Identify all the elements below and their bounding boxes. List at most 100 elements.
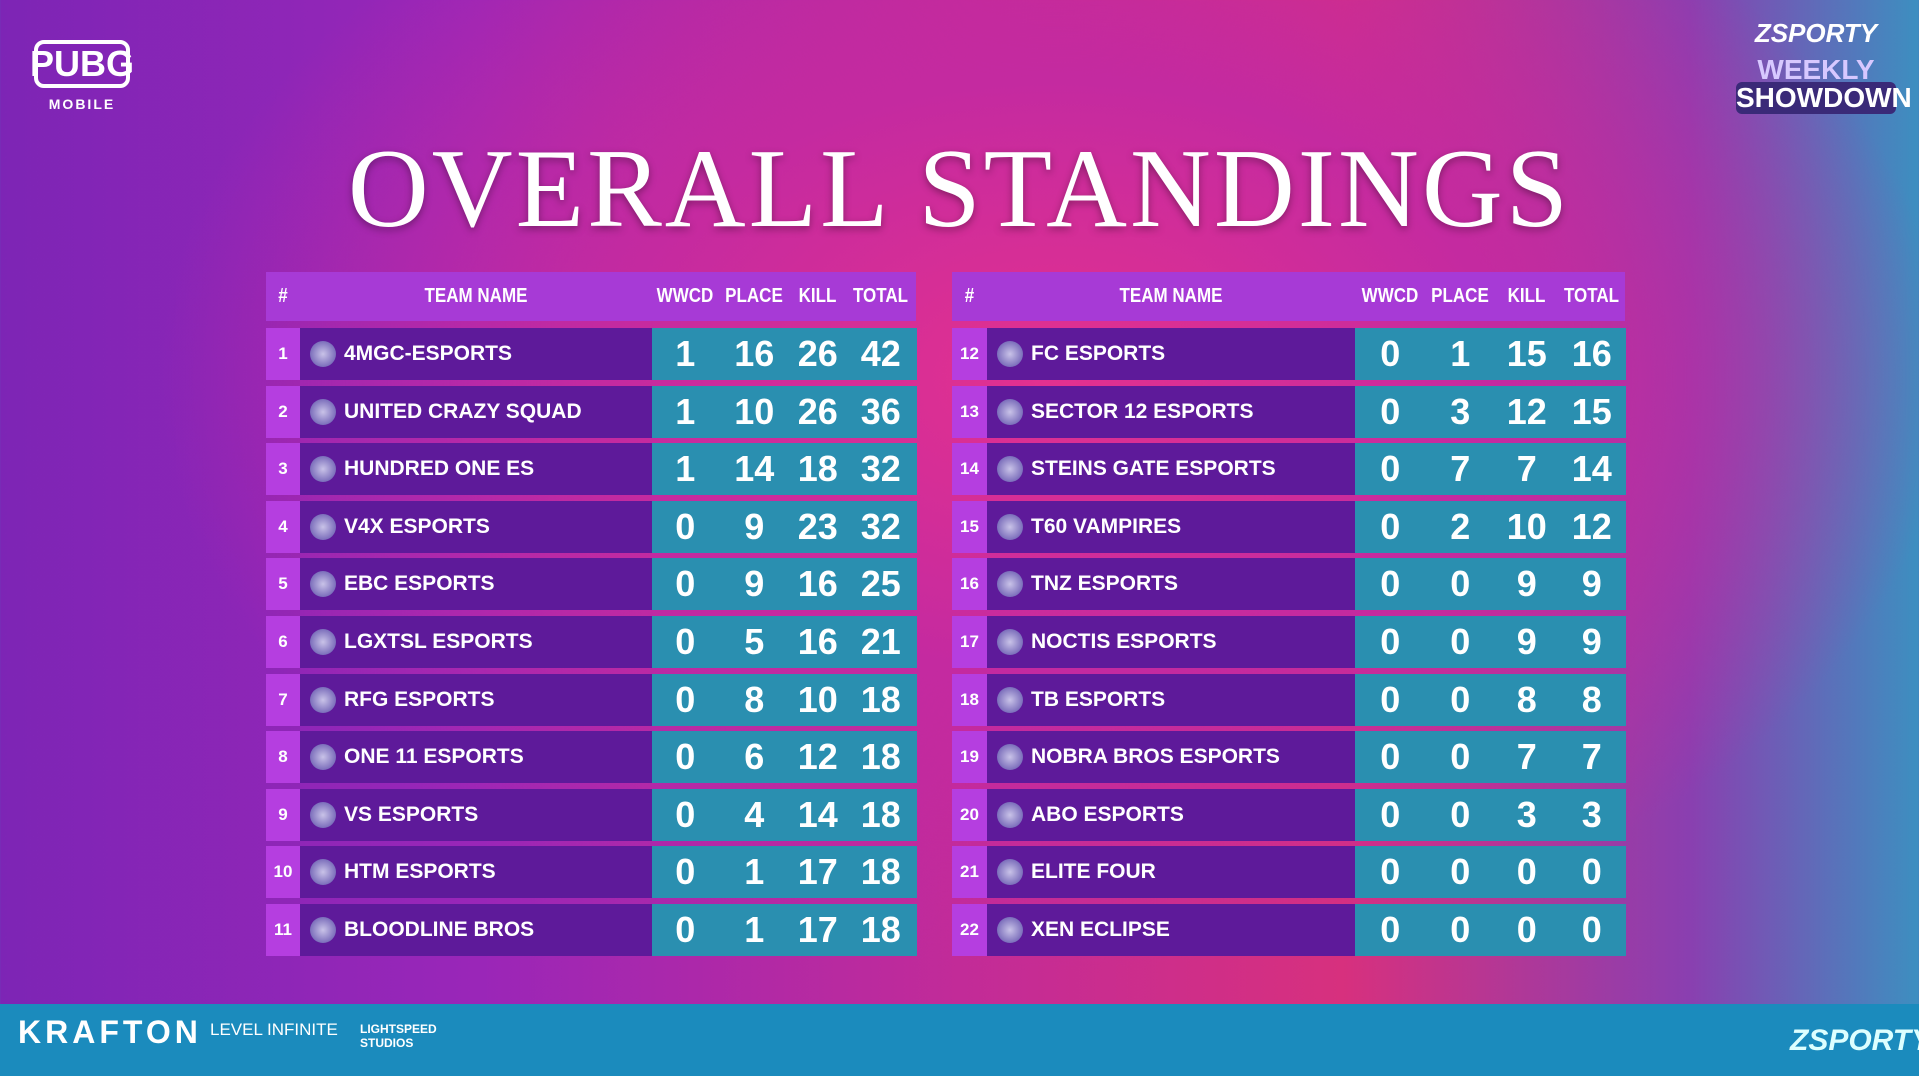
place: 2 [1425,500,1496,553]
total: 32 [845,443,917,496]
kill: 14 [790,788,846,841]
place: 0 [1425,731,1496,784]
rank: 21 [952,846,987,899]
rank: 12 [952,328,987,380]
kill: 7 [1495,443,1559,496]
place: 10 [718,385,791,438]
rank: 14 [952,443,987,496]
team-name: SECTOR 12 ESPORTS [987,385,1355,438]
zsporty-logo: ZSPORTY [1754,18,1878,48]
rank: 5 [266,558,300,611]
team-icon [997,456,1023,483]
team-name: T60 VAMPIRES [987,500,1355,553]
total: 14 [1558,443,1626,496]
place: 16 [718,328,791,380]
team-name: XEN ECLIPSE [987,904,1355,956]
weekly: WEEKLY [1757,54,1875,85]
total: 21 [845,616,917,668]
wwcd: 0 [1355,500,1426,553]
total: 32 [845,500,917,553]
kill: 0 [1495,846,1559,899]
total: 18 [845,846,917,899]
place: 0 [1425,788,1496,841]
total: 0 [1558,846,1626,899]
team-icon [310,456,336,483]
wwcd: 0 [1355,328,1426,380]
team-name: V4X ESPORTS [300,500,652,553]
rank: 1 [266,328,300,380]
place: 0 [1425,558,1496,611]
kill: 18 [790,443,846,496]
place: 1 [718,846,791,899]
kill: 16 [790,558,846,611]
pubg-mobile: MOBILE [48,96,116,112]
rank: 16 [952,558,987,611]
wwcd: 0 [652,904,719,956]
rank: 3 [266,443,300,496]
total: 9 [1558,616,1626,668]
header-cell: TEAM NAME [1119,285,1223,307]
team-icon [310,801,336,828]
total: 18 [845,788,917,841]
wwcd: 0 [1355,673,1426,726]
total: 3 [1558,788,1626,841]
total: 18 [845,731,917,784]
team-name: NOCTIS ESPORTS [987,616,1355,668]
rank: 7 [266,673,300,726]
rank: 19 [952,731,987,784]
total: 0 [1558,904,1626,956]
wwcd: 0 [652,558,719,611]
total: 18 [845,904,917,956]
kill: 3 [1495,788,1559,841]
place: 7 [1425,443,1496,496]
team-icon [310,859,336,886]
header-cell: PLACE [725,285,783,307]
kill: 10 [790,673,846,726]
team-icon [310,398,336,425]
header-cell: KILL [1507,285,1546,307]
place: 5 [718,616,791,668]
team-name: FC ESPORTS [987,328,1355,380]
rank: 17 [952,616,987,668]
lightspeed: LIGHTSPEED STUDIOS [360,1022,437,1050]
team-name: EBC ESPORTS [300,558,652,611]
team-icon [310,917,336,943]
header-cell: TEAM NAME [424,285,528,307]
total: 7 [1558,731,1626,784]
header-cell: WWCD [656,285,714,307]
title: OVERALL STANDINGS [347,127,1572,251]
team-name: VS ESPORTS [300,788,652,841]
team-icon [997,917,1023,943]
team-icon [997,571,1023,598]
header-cell: TOTAL [1563,285,1620,307]
rank: 6 [266,616,300,668]
kill: 0 [1495,904,1559,956]
zsporty-footer: ZSPORTY [1790,1024,1919,1057]
team-icon [310,686,336,713]
kill: 12 [790,731,846,784]
rank: 4 [266,500,300,553]
wwcd: 1 [652,443,719,496]
kill: 16 [790,616,846,668]
team-name: 4MGC-ESPORTS [300,328,652,380]
place: 9 [718,500,791,553]
wwcd: 0 [1355,616,1426,668]
header-cell: KILL [798,285,837,307]
kill: 9 [1495,558,1559,611]
header-cell: # [964,285,975,307]
total: 12 [1558,500,1626,553]
kill: 7 [1495,731,1559,784]
team-icon [310,629,336,655]
place: 1 [718,904,791,956]
header-cell: # [278,285,288,307]
rank: 13 [952,385,987,438]
place: 1 [1425,328,1496,380]
team-name: ELITE FOUR [987,846,1355,899]
wwcd: 0 [1355,558,1426,611]
total: 9 [1558,558,1626,611]
rank: 10 [266,846,300,899]
kill: 15 [1495,328,1559,380]
rank: 15 [952,500,987,553]
team-name: NOBRA BROS ESPORTS [987,731,1355,784]
